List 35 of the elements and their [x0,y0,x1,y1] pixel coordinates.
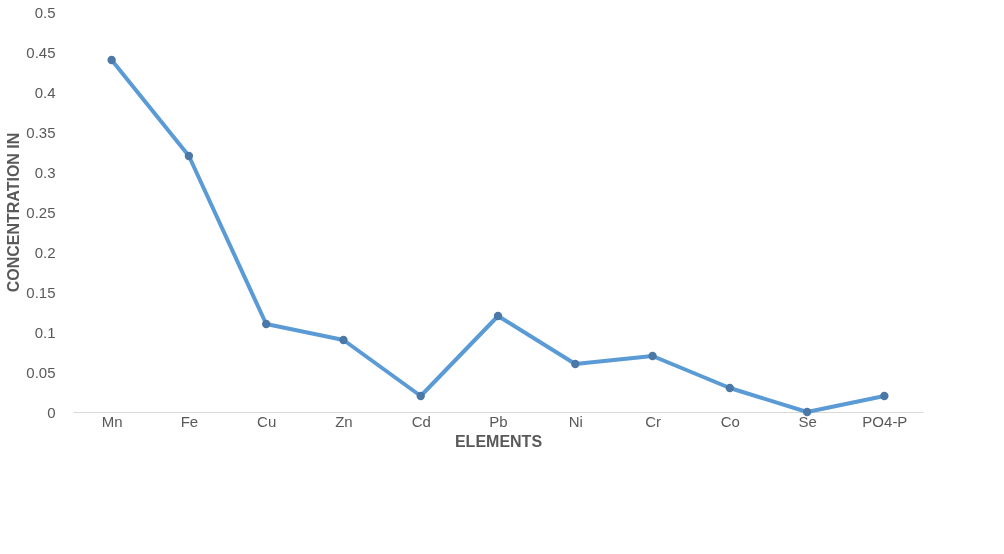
y-axis-title: CONCENTRATION IN [5,132,23,293]
x-tick-label: PO4-P [862,412,908,430]
point [107,55,116,65]
y-tick-label: 0.4 [34,83,56,101]
point [880,391,889,401]
y-tick-label: 0 [47,403,56,421]
x-tick-label: Cd [411,412,431,430]
point [493,311,503,321]
point [648,351,657,361]
y-tick-label: 0.15 [26,283,56,301]
x-tick-label: Se [798,412,817,430]
x-tick-label: Fe [180,412,199,430]
point [262,319,271,329]
x-tick-label: Zn [335,412,353,430]
y-tick-label: 0.05 [26,363,56,381]
y-tick-label: 0.5 [34,3,56,21]
x-tick-label: Co [720,412,740,430]
point [802,407,812,417]
point [571,359,580,369]
y-tick-label: 0.35 [26,123,56,141]
y-tick-label: 0.1 [34,323,56,341]
y-tick-label: 0.2 [34,243,56,261]
x-tick-label: Mn [101,412,123,430]
x-axis-title: ELEMENTS [454,432,543,450]
point [339,335,348,345]
point [184,151,194,161]
x-tick-label: Pb [489,412,508,430]
point [725,383,734,393]
y-tick-label: 0.45 [26,43,56,61]
x-tick-label: Cr [645,412,661,430]
y-tick-label: 0.25 [26,203,56,221]
x-tick-label: Ni [568,412,583,430]
y-tick-label: 0.3 [34,163,56,181]
x-tick-label: Cu [257,412,277,430]
point [416,391,425,401]
